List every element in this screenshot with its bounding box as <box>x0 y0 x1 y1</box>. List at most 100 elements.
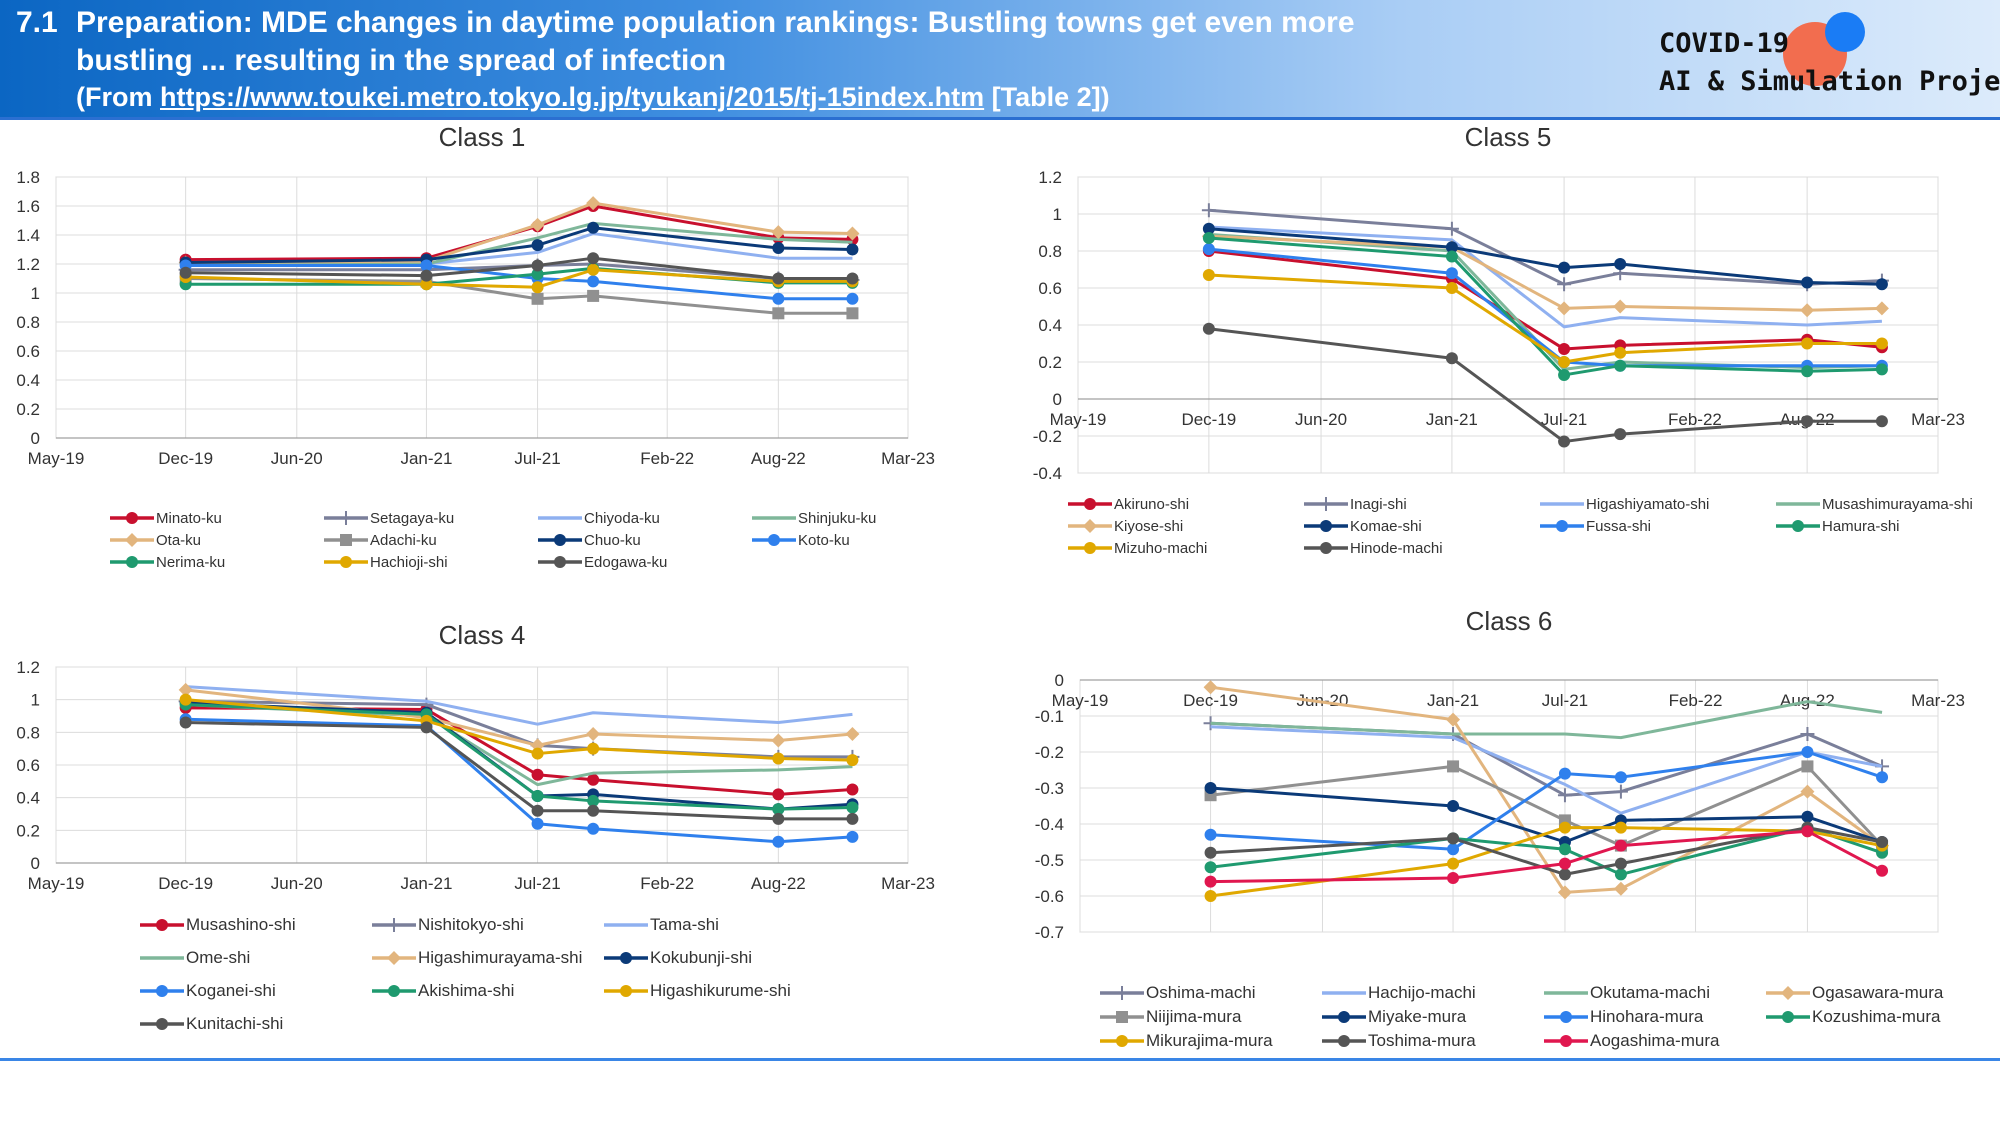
legend-label: Musashimurayama-shi <box>1822 496 1973 513</box>
legend-swatch-marker <box>126 512 138 524</box>
data-point <box>1203 680 1218 695</box>
data-point <box>1614 257 1627 270</box>
y-tick-label: 0.6 <box>16 756 40 775</box>
data-point <box>531 804 544 817</box>
data-point <box>531 268 544 281</box>
x-tick-label: Feb-22 <box>640 449 694 468</box>
series-line <box>1208 249 1883 351</box>
data-point <box>531 747 544 760</box>
y-tick-label: 1 <box>31 691 40 710</box>
series-okutama-machi <box>1210 700 1883 740</box>
data-point <box>1557 301 1572 316</box>
legend-swatch-marker <box>340 556 352 568</box>
data-point <box>587 289 600 302</box>
y-tick-label: 0.6 <box>16 342 40 361</box>
data-point <box>1801 337 1814 350</box>
y-tick-label: 0 <box>1055 671 1064 690</box>
data-point <box>1558 261 1571 274</box>
x-tick-label: Feb-22 <box>640 874 694 893</box>
series-line <box>1210 764 1884 848</box>
data-point <box>587 794 600 807</box>
source-link[interactable]: https://www.toukei.metro.tokyo.lg.jp/tyu… <box>160 82 985 112</box>
y-tick-label: 0.2 <box>1038 353 1062 372</box>
x-tick-label: Mar-23 <box>1911 691 1965 710</box>
series-toshima-mura <box>1204 821 1889 881</box>
legend-item-kiyose-shi: Kiyose-shi <box>1068 518 1183 535</box>
legend-item-shinjuku-ku: Shinjuku-ku <box>752 510 876 527</box>
data-point <box>1875 363 1888 376</box>
legend-label: Koganei-shi <box>186 981 276 1000</box>
data-point <box>1614 428 1627 441</box>
data-point <box>772 272 785 285</box>
y-tick-label: 0.8 <box>1038 242 1062 261</box>
data-point <box>1202 269 1215 282</box>
legend-item-nerima-ku: Nerima-ku <box>110 554 225 571</box>
data-point <box>1204 861 1217 874</box>
series-line <box>185 706 853 796</box>
legend-item-fussa-shi: Fussa-shi <box>1540 518 1651 535</box>
series-mikurajima-mura <box>1204 821 1889 902</box>
data-point <box>1202 222 1215 235</box>
series-line <box>1210 826 1883 876</box>
series-line <box>1208 208 1882 286</box>
legend-item-nishitokyo-shi: Nishitokyo-shi <box>372 915 524 934</box>
data-point <box>1876 864 1889 877</box>
data-point <box>772 292 785 305</box>
data-point <box>1558 356 1571 368</box>
x-tick-label: Jun-20 <box>271 874 323 893</box>
data-point <box>846 754 859 767</box>
legend-swatch-marker <box>768 534 780 546</box>
legend-item-aogashima-mura: Aogashima-mura <box>1544 1031 1720 1050</box>
data-point <box>771 225 786 240</box>
x-tick-label: Dec-19 <box>158 874 213 893</box>
x-tick-label: Jul-21 <box>1541 410 1587 429</box>
data-point <box>420 269 433 282</box>
series-line <box>1210 750 1883 851</box>
legend-label: Aogashima-mura <box>1590 1031 1720 1050</box>
data-point <box>586 726 601 741</box>
data-point <box>1614 857 1627 870</box>
series-line <box>1208 232 1882 371</box>
legend-swatch-marker <box>1319 497 1333 511</box>
footer-divider <box>0 1058 2000 1061</box>
data-point <box>1201 203 1216 218</box>
series-aogashima-mura <box>1204 825 1889 888</box>
data-point <box>846 830 859 843</box>
data-point <box>772 752 785 765</box>
legend-label: Hachijo-machi <box>1368 983 1476 1002</box>
legend-label: Okutama-machi <box>1590 983 1710 1002</box>
series-line <box>185 268 853 289</box>
legend-label: Akiruno-shi <box>1114 496 1189 513</box>
data-point <box>1558 868 1571 881</box>
data-point <box>587 221 600 234</box>
series-line <box>185 256 853 280</box>
data-point <box>1801 746 1814 758</box>
legend-item-miyake-mura: Miyake-mura <box>1322 1007 1467 1026</box>
data-point <box>1445 352 1458 365</box>
legend-label: Higashikurume-shi <box>650 981 791 1000</box>
data-point <box>587 263 600 276</box>
legend-item-chuo-ku: Chuo-ku <box>538 532 641 549</box>
legend-label: Shinjuku-ku <box>798 510 876 527</box>
series-line <box>1210 826 1883 898</box>
y-tick-label: 0.6 <box>1038 279 1062 298</box>
legend-item-ome-shi: Ome-shi <box>140 948 250 967</box>
legend-swatch-marker <box>620 952 632 964</box>
legend-label: Edogawa-ku <box>584 554 667 571</box>
data-point <box>1800 784 1815 799</box>
legend: Oshima-machi Hachijo-machi Okutama-machi Og… <box>1100 983 1944 1050</box>
series-inagi-shi <box>1201 203 1889 292</box>
series-line <box>1208 225 1882 329</box>
source-prefix: (From <box>76 82 160 112</box>
legend-label: Ome-shi <box>186 948 250 967</box>
series-edogawa-ku <box>179 252 859 285</box>
legend-label: Chuo-ku <box>584 532 641 549</box>
data-point <box>846 243 859 256</box>
y-tick-label: 1.2 <box>16 658 40 677</box>
series-line <box>1208 234 1882 312</box>
y-tick-label: 1 <box>1053 205 1062 224</box>
series-line <box>1208 247 1882 368</box>
series-line <box>185 204 853 262</box>
y-tick-label: -0.4 <box>1035 815 1064 834</box>
series-hamura-shi <box>1202 232 1888 381</box>
